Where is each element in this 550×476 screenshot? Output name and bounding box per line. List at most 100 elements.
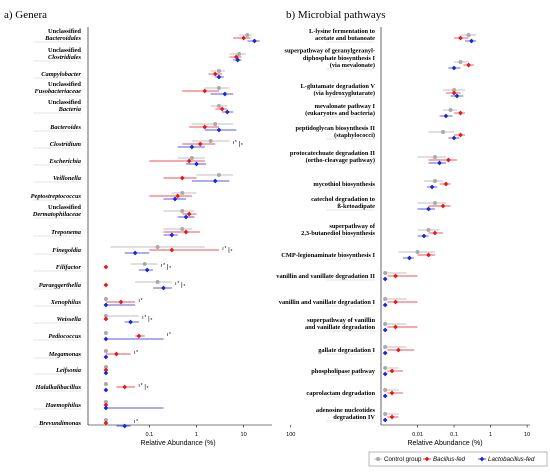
category-label: protocatechuate degradation II — [290, 150, 376, 157]
lactobacillus-point — [103, 405, 109, 411]
control-point — [208, 139, 213, 143]
control-point — [180, 227, 185, 231]
category-label: Filifactor — [56, 264, 82, 271]
bacillus-point — [445, 157, 451, 163]
bacillus-point — [103, 402, 109, 408]
control-point — [383, 345, 388, 349]
significance-star: * — [136, 419, 138, 425]
x-tick-label: 1 — [195, 432, 198, 438]
bacillus-point — [466, 62, 471, 68]
category-label: Escherichia — [48, 158, 81, 165]
legend-label: Bacillus-fed — [433, 456, 466, 463]
category-label: L-lysine fermentation to — [309, 28, 375, 35]
category-label: Unclassified — [48, 81, 81, 88]
bacillus-point — [458, 132, 463, 138]
legend-label: Lactobacillus-fed — [488, 456, 535, 463]
bacillus-point — [186, 211, 192, 217]
control-point — [103, 382, 108, 386]
significance-star: * — [141, 298, 143, 304]
lactobacillus-point — [252, 38, 257, 44]
bacillus-point — [202, 88, 208, 94]
lactobacillus-point — [421, 233, 427, 239]
category-label: Veillonella — [53, 175, 82, 182]
control-point — [216, 86, 221, 90]
category-label: Unclassified — [48, 204, 81, 211]
control-point — [383, 271, 388, 275]
bacillus-point — [389, 414, 395, 420]
lactobacillus-point — [426, 206, 431, 212]
control-point — [415, 250, 420, 254]
legend-marker — [424, 456, 430, 462]
panel-b-plot: 0.01 0.1 1 10 L-lysine fermentation toacetat… — [276, 27, 530, 438]
lactobacillus-point — [469, 38, 474, 44]
category-label: Peptostreptococcus — [31, 193, 82, 200]
bacillus-point — [389, 390, 395, 396]
legend-box — [368, 451, 548, 467]
control-point — [103, 314, 108, 318]
category-label: ß-ketoadipate — [337, 203, 375, 210]
x-tick-label: 0.1 — [450, 432, 458, 438]
control-point — [441, 130, 446, 134]
bacillus-point — [443, 181, 449, 187]
panel-a-title: a) Genera — [4, 9, 47, 21]
bacillus-point — [426, 252, 431, 258]
category-label: caprolactam degradation — [306, 390, 375, 397]
lactobacillus-point — [189, 144, 195, 150]
category-label: (staphylococci) — [334, 132, 375, 139]
category-label: Unclassified — [48, 28, 81, 35]
control-point — [448, 108, 453, 112]
significance-star: * — [241, 143, 243, 149]
lactobacillus-point — [437, 160, 442, 166]
bacillus-point — [393, 299, 398, 305]
bacillus-point — [440, 203, 446, 209]
category-label: Treponema — [51, 229, 82, 236]
category-label: L-glutamate degradation V — [301, 83, 376, 90]
bacillus-point — [103, 420, 109, 426]
significance-star: * — [136, 350, 138, 356]
lactobacillus-point — [382, 417, 388, 423]
bacillus-point — [393, 324, 398, 330]
bacillus-point — [451, 90, 457, 96]
significance-star: * — [141, 383, 143, 389]
lactobacillus-point — [103, 336, 109, 342]
control-point — [432, 179, 437, 183]
category-label: Haemophilus — [44, 402, 81, 409]
category-label: (via hydroxyglutarate) — [314, 90, 375, 97]
lactobacillus-point — [212, 178, 218, 184]
bacillus-point — [183, 229, 189, 235]
significance-star: * — [150, 318, 152, 324]
bacillus-point — [241, 35, 247, 41]
bacillus-point — [212, 71, 218, 77]
panel-b-title: b) Microbial pathways — [286, 9, 386, 21]
category-label: Pediococcus — [48, 333, 81, 340]
significance-star: * — [224, 246, 226, 252]
category-label: Bacteria — [58, 106, 82, 113]
control-point — [383, 322, 388, 326]
category-label: Campylobacter — [41, 71, 81, 78]
control-point — [458, 60, 463, 64]
bacillus-point — [432, 230, 438, 236]
lactobacillus-point — [407, 255, 412, 261]
category-label: gallate degradation I — [318, 347, 375, 354]
lactobacillus-point — [103, 302, 109, 308]
category-label: catechol degradation to — [311, 196, 375, 203]
panel-a-x-axis-label: Relative Abundance (%) — [140, 440, 215, 447]
bacillus-point — [389, 368, 395, 374]
bacillus-point — [458, 110, 463, 116]
control-point — [155, 280, 160, 284]
category-label: Bacteroidales — [44, 35, 81, 42]
bacillus-point — [103, 367, 109, 373]
significance-star: * — [169, 266, 171, 272]
bacillus-point — [186, 158, 192, 164]
significance-star: * — [163, 263, 165, 269]
control-point — [216, 104, 221, 108]
lactobacillus-point — [122, 423, 128, 429]
control-point — [383, 412, 388, 416]
category-label: mycothiol biosynthesis — [313, 181, 375, 188]
x-tick-label: 10 — [524, 432, 530, 438]
control-point — [155, 245, 160, 249]
control-point — [103, 297, 108, 301]
control-point — [432, 201, 437, 205]
lactobacillus-point — [128, 319, 133, 325]
category-label: peptidoglycan biosynthesis II — [295, 125, 375, 132]
